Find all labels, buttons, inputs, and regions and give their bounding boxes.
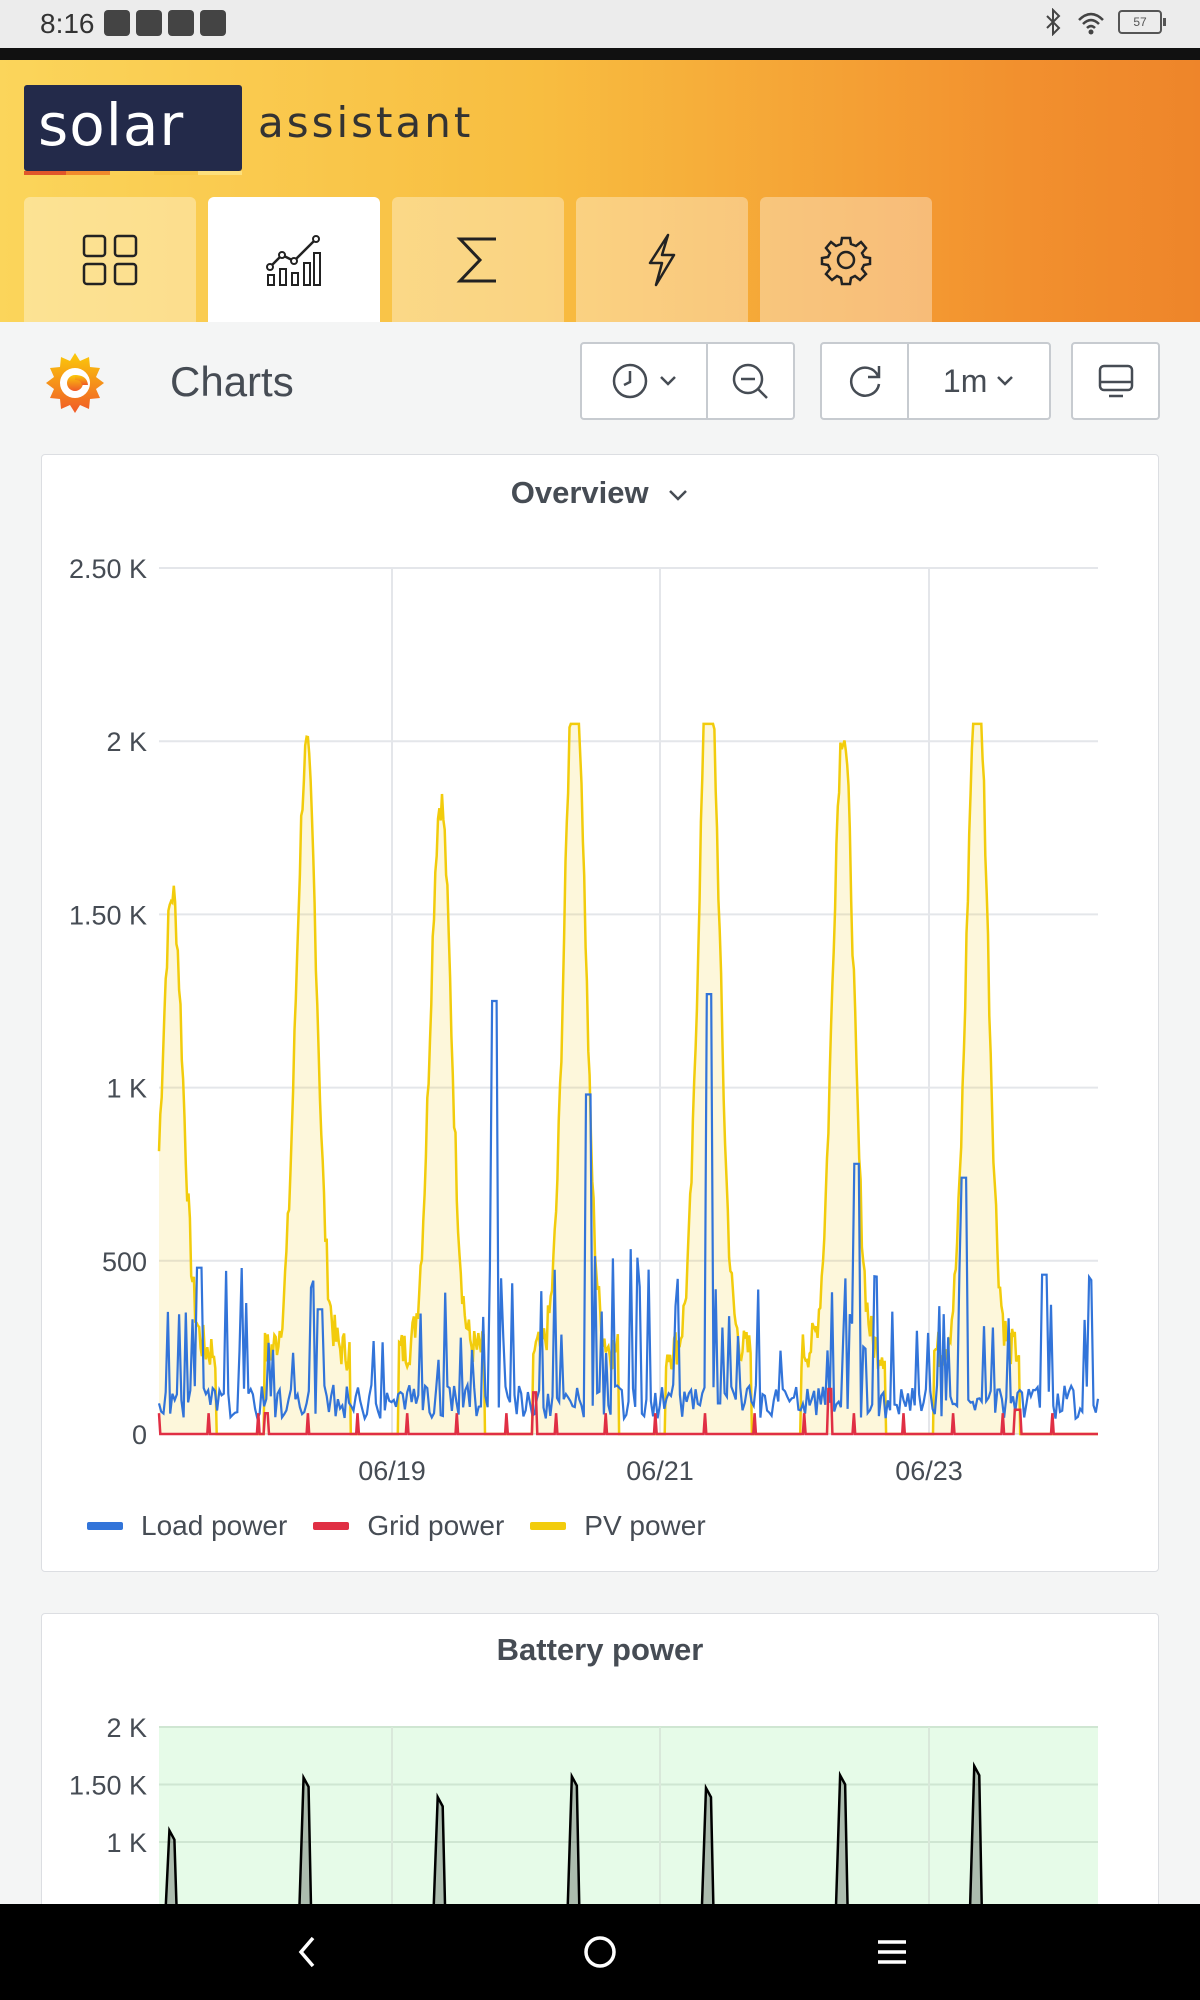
y-tick-label: 0 [132, 1420, 147, 1450]
battery-icon: 57 [1118, 10, 1166, 34]
overview-title[interactable]: Overview [42, 475, 1158, 511]
battery-peak [968, 1761, 984, 1934]
battery-chart-svg[interactable]: 1 K 1.50 K 2 K [42, 1614, 1158, 1934]
chevron-down-icon [660, 376, 676, 386]
refresh-icon [849, 366, 880, 397]
top-divider [0, 48, 1200, 60]
y-tick-label: 1.50 K [69, 900, 147, 930]
refresh-interval-picker[interactable]: 1m [907, 344, 1049, 418]
overview-legend: Load power Grid power PV power [87, 1510, 706, 1542]
back-icon[interactable] [295, 1934, 319, 1970]
home-icon[interactable] [582, 1934, 618, 1970]
battery-peak [565, 1771, 582, 1934]
logo-word: solar [38, 91, 185, 159]
refresh-group: 1m [820, 342, 1051, 420]
tab-settings[interactable] [760, 197, 932, 322]
x-tick-label: 06/19 [358, 1456, 426, 1486]
bluetooth-icon [1046, 8, 1061, 36]
legend-swatch [313, 1522, 350, 1530]
y-tick-label: 2.50 K [69, 554, 147, 584]
view-mode-group [1071, 342, 1160, 420]
time-range-group [580, 342, 795, 420]
grafana-toolbar: Charts 1m [0, 322, 1200, 442]
battery-peak [833, 1770, 850, 1934]
tab-charts[interactable] [208, 197, 380, 322]
battery-panel: Battery power 1 K 1.50 K 2 K [41, 1613, 1159, 1934]
legend-item-load[interactable]: Load power [87, 1510, 287, 1542]
time-picker-button[interactable] [582, 344, 706, 418]
tv-mode-button[interactable] [1073, 344, 1158, 418]
battery-peak [699, 1783, 716, 1934]
status-time: 8:16 [40, 8, 95, 39]
system-icons: 57 [1042, 8, 1166, 36]
legend-label: PV power [584, 1510, 706, 1541]
legend-swatch [87, 1522, 123, 1530]
grafana-logo-icon[interactable] [42, 349, 108, 417]
grid-power-line [157, 1387, 1098, 1436]
battery-title[interactable]: Battery power [496, 1632, 704, 1667]
overview-title-text: Overview [510, 475, 649, 510]
android-nav-bar [0, 1904, 1200, 2000]
overview-chart-svg[interactable]: 0 500 1 K 1.50 K 2 K 2.50 K 06/19 06/21 06/23 [42, 455, 1158, 1495]
y-tick-label: 2 K [106, 727, 147, 757]
chevron-down-icon [669, 490, 688, 501]
facebook-icon [136, 10, 162, 36]
menu-icon[interactable] [876, 1938, 908, 1966]
refresh-interval-value: 1m [942, 362, 988, 399]
monitor-icon [1098, 364, 1133, 398]
chevron-down-icon [997, 376, 1014, 386]
x-tick-label: 06/23 [895, 1456, 963, 1486]
main-tabs [24, 197, 932, 322]
legend-swatch [530, 1522, 567, 1530]
legend-label: Load power [141, 1510, 288, 1541]
gear-icon [820, 236, 872, 285]
overview-panel: Overview 0 500 1 K 1.50 K 2 K 2.50 K 06/19 06/2… [41, 454, 1159, 1572]
grid-icon [82, 234, 138, 285]
y-tick-label: 1 K [106, 1828, 147, 1858]
youtube-icon [200, 10, 226, 36]
legend-item-pv[interactable]: PV power [530, 1510, 706, 1542]
lightning-icon [648, 233, 676, 286]
pv-power-area [159, 723, 1098, 1434]
legend-item-grid[interactable]: Grid power [313, 1510, 504, 1542]
battery-peak [431, 1792, 447, 1934]
app-notification-icon [104, 10, 130, 36]
sigma-icon [456, 237, 496, 282]
zoom-out-button[interactable] [705, 344, 793, 418]
battery-peak [297, 1772, 313, 1934]
load-power-line [157, 993, 1100, 1422]
line-chart-icon [266, 234, 321, 286]
logo-tagline: assistant [258, 98, 474, 147]
status-bar: 8:16 57 [0, 0, 1200, 48]
x-tick-label: 06/21 [626, 1456, 694, 1486]
youtube-icon [168, 10, 194, 36]
tab-totals[interactable] [392, 197, 564, 322]
refresh-button[interactable] [822, 344, 907, 418]
zoom-out-icon [733, 363, 769, 399]
tab-power[interactable] [576, 197, 748, 322]
app-header: solar assistant [0, 60, 1200, 322]
battery-positive-area [159, 1727, 1098, 1934]
y-tick-label: 1.50 K [69, 1771, 147, 1801]
tab-dashboard[interactable] [24, 197, 196, 322]
clock-icon [612, 363, 648, 399]
legend-label: Grid power [367, 1510, 505, 1541]
logo[interactable]: solar [24, 85, 242, 175]
page-title: Charts [170, 358, 294, 405]
y-tick-label: 1 K [106, 1074, 147, 1104]
y-tick-label: 2 K [106, 1713, 147, 1743]
wifi-icon [1078, 12, 1104, 35]
y-tick-label: 500 [102, 1247, 147, 1277]
notification-icons [104, 10, 226, 36]
